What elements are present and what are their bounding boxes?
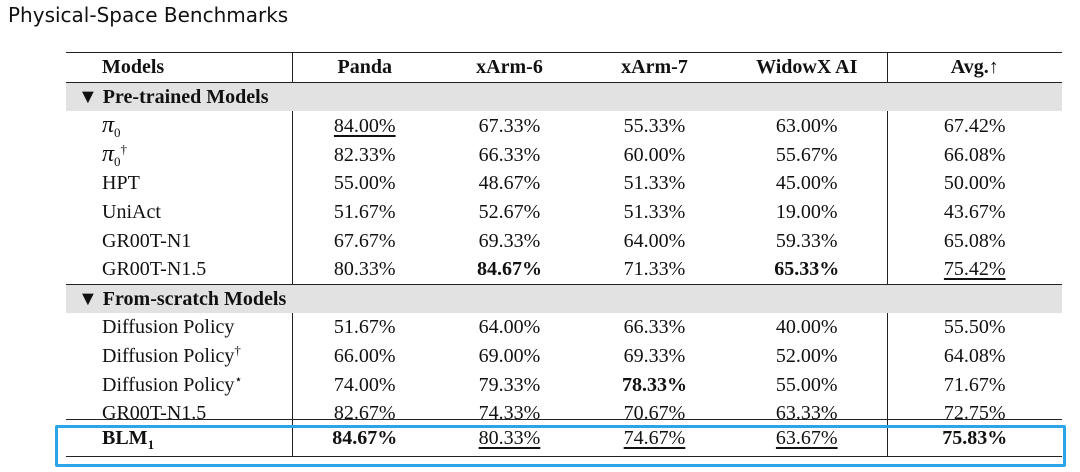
- cell-xarm6: 80.33%: [478, 426, 541, 449]
- model-name: GR00T-N1.5: [66, 398, 293, 420]
- cell-widowx: 55.00%: [727, 370, 888, 399]
- cell-xarm7: 64.00%: [623, 229, 686, 252]
- cell-xarm6: 69.00%: [478, 345, 541, 368]
- cell-panda: 67.67%: [333, 229, 396, 252]
- cell-widowx: 59.33%: [727, 226, 888, 255]
- cell-avg: 55.50%: [943, 316, 1006, 339]
- cell-avg: 75.42%: [943, 258, 1006, 281]
- cell-xarm7: 60.00%: [623, 143, 686, 166]
- cell-panda: 66.00%: [333, 345, 396, 368]
- cell-xarm7: 70.67%: [623, 401, 686, 419]
- cell-panda: 84.67%: [332, 426, 398, 449]
- table-row: π0† 82.33% 66.33% 60.00% 55.67% 66.08%: [66, 140, 1062, 170]
- cell-xarm6: 74.33%: [478, 401, 541, 419]
- section-label: ▼ From-scratch Models: [66, 283, 1062, 314]
- table-row: UniAct 51.67% 52.67% 51.33% 19.00% 43.67…: [66, 197, 1062, 227]
- col-header-widowx: WidowX AI: [727, 52, 888, 83]
- cell-xarm6: 69.33%: [478, 229, 541, 252]
- cell-panda: 55.00%: [333, 172, 396, 195]
- cell-avg: 65.08%: [943, 229, 1006, 252]
- cell-avg: 43.67%: [943, 201, 1006, 224]
- cell-panda: 84.00%: [333, 114, 396, 137]
- cell-widowx: 63.67%: [727, 419, 888, 457]
- cell-xarm7: 78.33%: [622, 373, 687, 396]
- model-name: π0†: [66, 140, 293, 170]
- cell-avg: 67.42%: [943, 114, 1006, 137]
- cell-avg: 66.08%: [943, 143, 1006, 166]
- header-row: Models Panda xArm-6 xArm-7 WidowX AI Avg…: [66, 52, 1062, 83]
- cell-widowx: 63.33%: [727, 398, 888, 420]
- cell-avg: 50.00%: [943, 172, 1006, 195]
- table-row: GR00T-N1 67.67% 69.33% 64.00% 59.33% 65.…: [66, 226, 1062, 255]
- cell-xarm6: 79.33%: [478, 373, 541, 396]
- cell-xarm7: 71.33%: [623, 258, 686, 281]
- cell-panda: 80.33%: [333, 258, 396, 281]
- cell-xarm7: 69.33%: [623, 345, 686, 368]
- col-header-avg: Avg.↑: [950, 56, 999, 79]
- cell-avg: 75.83%: [942, 426, 1008, 449]
- cell-xarm7: 74.67%: [623, 426, 686, 449]
- cell-widowx: 45.00%: [727, 169, 888, 198]
- cell-xarm7: 55.33%: [623, 114, 686, 137]
- model-name: UniAct: [66, 197, 293, 227]
- cell-widowx: 52.00%: [727, 341, 888, 371]
- cell-widowx: 55.67%: [727, 140, 888, 170]
- cell-widowx: 19.00%: [727, 197, 888, 227]
- table-row-cut: GR00T-N1.5 82.67% 74.33% 70.67% 63.33% 7…: [66, 398, 1062, 420]
- cell-panda: 51.67%: [333, 201, 396, 224]
- table-row: HPT 55.00% 48.67% 51.33% 45.00% 50.00%: [66, 169, 1062, 198]
- model-name: HPT: [66, 169, 293, 198]
- cell-xarm6: 48.67%: [478, 172, 541, 195]
- section-label: ▼ Pre-trained Models: [66, 81, 1062, 112]
- cell-avg: 64.08%: [943, 345, 1006, 368]
- model-name: Diffusion Policy†: [66, 341, 293, 371]
- cell-xarm6: 67.33%: [478, 114, 541, 137]
- col-header-models: Models: [66, 52, 293, 83]
- model-name: Diffusion Policy⋆: [66, 370, 293, 399]
- cell-xarm6: 84.67%: [477, 258, 542, 281]
- model-name: Diffusion Policy: [66, 313, 293, 342]
- table-row: GR00T-N1.5 80.33% 84.67% 71.33% 65.33% 7…: [66, 254, 1062, 285]
- table-row-blm: BLM1 84.67% 80.33% 74.67% 63.67% 75.83%: [66, 419, 1062, 457]
- model-name: GR00T-N1.5: [66, 254, 293, 285]
- model-name: BLM1: [66, 419, 293, 457]
- cell-panda: 74.00%: [333, 373, 396, 396]
- model-name: GR00T-N1: [66, 226, 293, 255]
- cell-xarm6: 64.00%: [478, 316, 541, 339]
- cell-xarm7: 66.33%: [623, 316, 686, 339]
- col-header-xarm7: xArm-7: [621, 56, 688, 79]
- cell-widowx: 63.00%: [727, 111, 888, 141]
- benchmark-table: Models Panda xArm-6 xArm-7 WidowX AI Avg…: [66, 52, 1062, 457]
- section-header-from-scratch: ▼ From-scratch Models: [66, 283, 1062, 314]
- cell-panda: 51.67%: [333, 316, 396, 339]
- cell-xarm6: 66.33%: [478, 143, 541, 166]
- cell-panda: 82.67%: [333, 401, 396, 419]
- col-header-panda: Panda: [337, 56, 392, 79]
- section-header-pretrained: ▼ Pre-trained Models: [66, 81, 1062, 112]
- cell-avg: 72.75%: [943, 401, 1006, 419]
- table-row: Diffusion Policy† 66.00% 69.00% 69.33% 5…: [66, 341, 1062, 371]
- cell-avg: 71.67%: [943, 373, 1006, 396]
- cell-xarm7: 51.33%: [623, 172, 686, 195]
- table-row: Diffusion Policy⋆ 74.00% 79.33% 78.33% 5…: [66, 370, 1062, 399]
- cell-xarm6: 52.67%: [478, 201, 541, 224]
- table-row: π0 84.00% 67.33% 55.33% 63.00% 67.42%: [66, 111, 1062, 141]
- page-title: Physical-Space Benchmarks: [8, 3, 289, 27]
- cell-widowx: 65.33%: [727, 254, 888, 285]
- table-row: Diffusion Policy 51.67% 64.00% 66.33% 40…: [66, 313, 1062, 342]
- cell-xarm7: 51.33%: [623, 201, 686, 224]
- cell-widowx: 40.00%: [727, 313, 888, 342]
- cell-panda: 82.33%: [333, 143, 396, 166]
- col-header-xarm6: xArm-6: [476, 56, 543, 79]
- model-name: π0: [66, 111, 293, 141]
